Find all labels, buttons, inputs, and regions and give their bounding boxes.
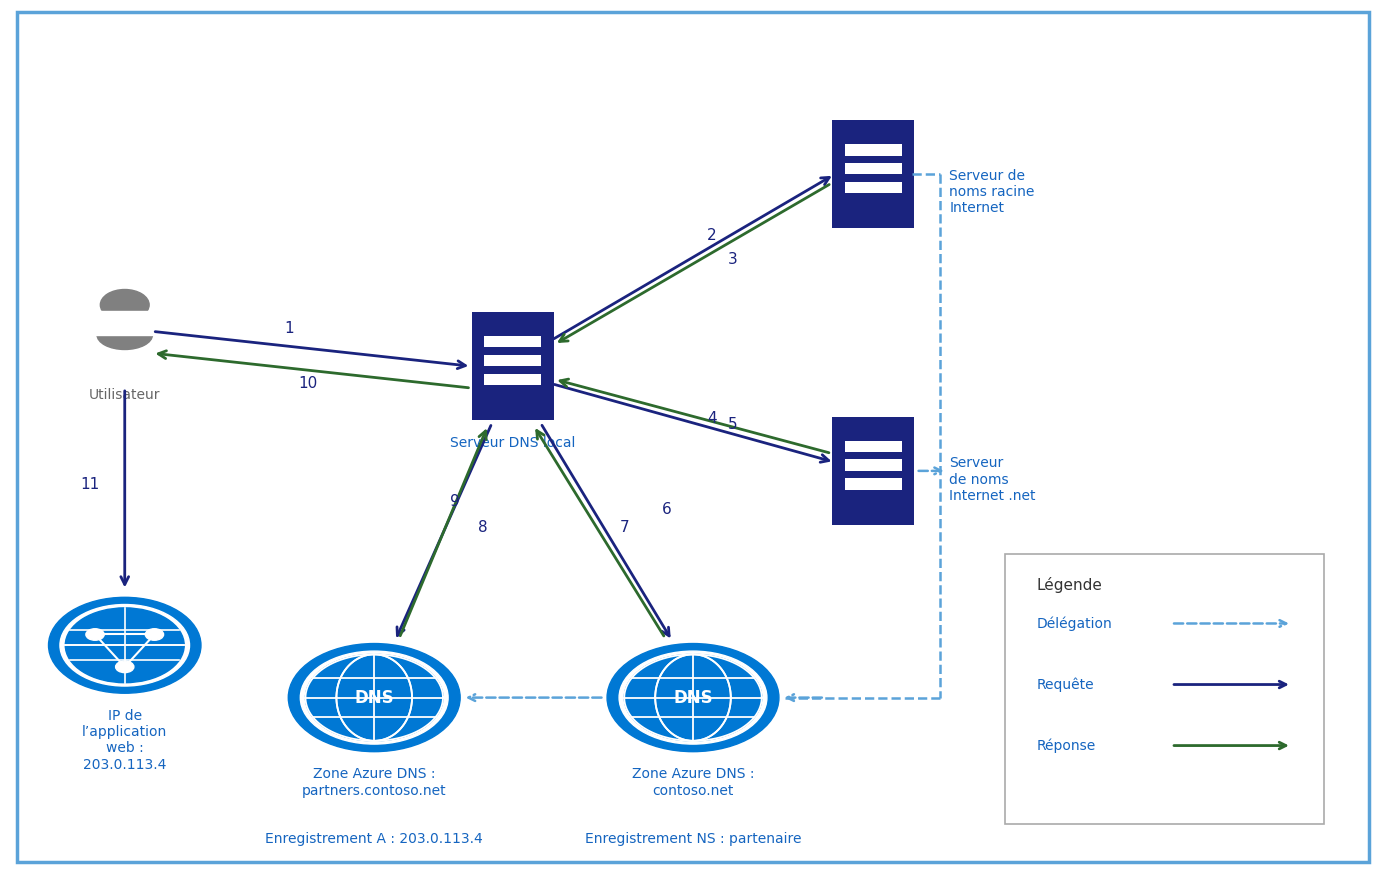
Text: 3: 3 [728,252,737,267]
Circle shape [115,661,134,672]
Text: Serveur de
noms racine
Internet: Serveur de noms racine Internet [949,168,1035,215]
Bar [844,163,902,174]
Bar [484,336,542,347]
Circle shape [624,654,762,741]
Text: Réponse: Réponse [1037,739,1096,753]
Text: DNS: DNS [355,689,394,706]
Circle shape [65,608,184,683]
Bar [844,181,902,194]
FancyBboxPatch shape [832,120,915,228]
Text: 8: 8 [478,520,488,535]
Bar [844,440,902,452]
Circle shape [301,651,448,744]
Text: Légende: Légende [1037,577,1103,593]
Circle shape [49,597,201,693]
Circle shape [60,604,190,686]
Text: Requête: Requête [1037,678,1095,691]
Text: 4: 4 [707,411,717,426]
Circle shape [305,654,444,741]
Text: Délégation: Délégation [1037,617,1113,630]
Bar [844,478,902,490]
FancyBboxPatch shape [1005,554,1324,824]
Text: 11: 11 [80,477,100,492]
Circle shape [100,290,150,320]
Text: Zone Azure DNS :
partners.contoso.net: Zone Azure DNS : partners.contoso.net [302,767,446,798]
FancyBboxPatch shape [17,12,1369,862]
Bar [484,373,542,385]
Text: Zone Azure DNS :
contoso.net: Zone Azure DNS : contoso.net [632,767,754,798]
Text: DNS: DNS [674,689,712,706]
Text: 1: 1 [284,321,294,336]
Circle shape [607,644,779,752]
Text: Serveur
de noms
Internet .net: Serveur de noms Internet .net [949,456,1035,503]
Circle shape [620,651,766,744]
Text: Utilisateur: Utilisateur [89,388,161,402]
Text: 2: 2 [707,228,717,242]
FancyBboxPatch shape [471,312,554,420]
Text: Enregistrement NS : partenaire: Enregistrement NS : partenaire [585,832,801,846]
Text: 9: 9 [450,494,460,508]
Text: 6: 6 [663,502,672,517]
Bar [844,460,902,471]
Ellipse shape [97,320,152,350]
Text: 7: 7 [621,520,629,535]
Text: 10: 10 [298,376,317,391]
Text: IP de
l’application
web :
203.0.113.4: IP de l’application web : 203.0.113.4 [82,709,168,772]
Text: 5: 5 [728,418,737,433]
Circle shape [288,644,460,752]
Bar [844,144,902,155]
Text: Enregistrement A : 203.0.113.4: Enregistrement A : 203.0.113.4 [265,832,484,846]
Bar [484,355,542,366]
Circle shape [86,629,104,640]
Bar [83,311,166,335]
FancyBboxPatch shape [832,417,915,525]
Circle shape [607,644,779,752]
Circle shape [146,629,164,640]
Circle shape [288,644,460,752]
Text: Serveur DNS local: Serveur DNS local [450,436,575,450]
